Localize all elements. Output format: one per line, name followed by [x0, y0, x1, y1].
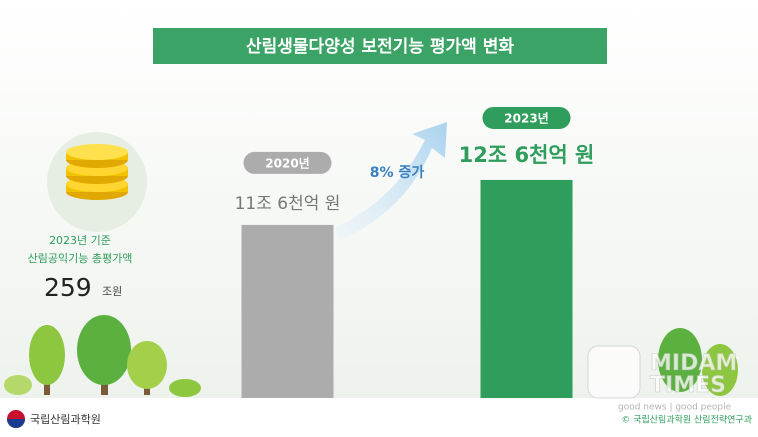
footer-bg [0, 398, 758, 437]
x-tick-label: 2023년 [504, 111, 548, 125]
watermark-tagline: good news | good people [618, 403, 732, 413]
watermark-line2: TIMES [650, 373, 726, 398]
side-line2: 산림공익기능 총평가액 [28, 252, 133, 265]
value-label: 11조 6천억 원 [235, 194, 341, 214]
footer-org: 국립산림과학원 [30, 413, 101, 426]
x-tick-label: 2020년 [265, 156, 309, 170]
logo-half [7, 419, 25, 428]
bar [241, 224, 334, 398]
footer-credit: © 국립산림과학원 산림전략연구과 [621, 414, 752, 426]
title-banner [153, 28, 607, 64]
value-label: 12조 6천억 원 [459, 143, 595, 167]
chart-title: 산림생물다양성 보전기능 평가액 변화 [246, 37, 514, 57]
side-line1: 2023년 기준 [49, 234, 111, 247]
category-pill [243, 151, 332, 174]
annotation: 8% 증가 [370, 165, 425, 181]
side-unit: 조원 [102, 285, 122, 298]
trees [4, 315, 738, 397]
category-pill [482, 106, 571, 129]
coins [66, 144, 128, 200]
growth-arrow [335, 122, 447, 240]
side-amount: 259 [44, 273, 92, 302]
bar [480, 179, 573, 398]
watermark-line1: MIDAM [650, 351, 737, 376]
watermark: MIDAM TIMES good news | good people [587, 345, 738, 413]
